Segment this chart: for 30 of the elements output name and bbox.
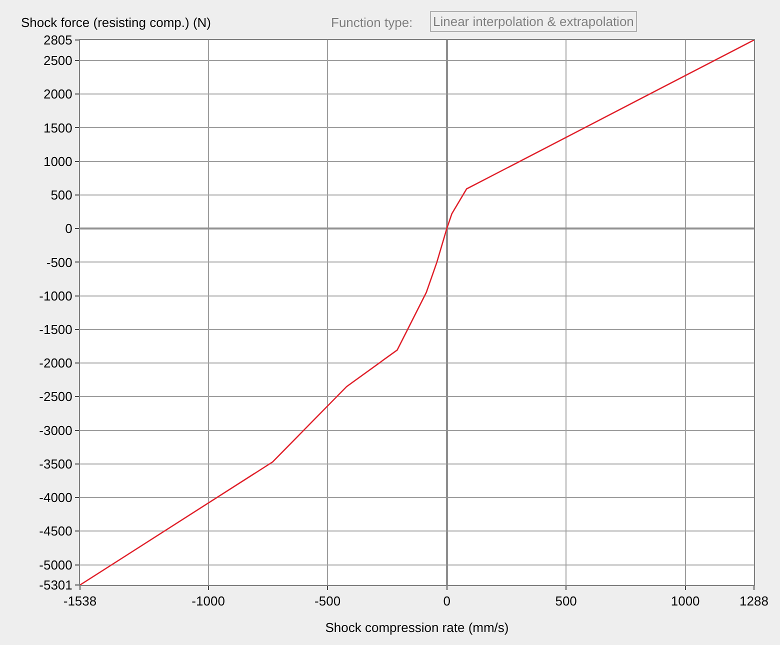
text: Function type: xyxy=(331,15,413,30)
y-tick-label: -3500 xyxy=(39,456,72,472)
y-tick-label: 1500 xyxy=(43,120,72,136)
x-tick-label: -500 xyxy=(314,594,341,609)
y-tick-label: -3000 xyxy=(39,422,72,438)
y-axis-title: Shock force (resisting comp.) (N) xyxy=(21,15,211,30)
y-tick-label: 2000 xyxy=(43,86,72,102)
y-tick-label: 2805 xyxy=(43,32,72,48)
y-tick-label: -4000 xyxy=(39,490,72,506)
y-tick-label: -2000 xyxy=(39,356,72,371)
y-tick-label: -1500 xyxy=(39,322,72,337)
y-tick-label: 2500 xyxy=(43,53,72,68)
x-tick-label: 1000 xyxy=(670,594,700,609)
y-tick-label: -5000 xyxy=(39,557,72,572)
text: Linear interpolation & extrapolation xyxy=(433,14,634,29)
y-tick-label: -1000 xyxy=(39,288,72,304)
y-tick-label: 1000 xyxy=(43,154,72,169)
line-series xyxy=(80,40,754,585)
x-tick-label: 0 xyxy=(443,594,450,609)
x-axis-title: Shock compression rate (mm/s) xyxy=(325,620,509,636)
y-tick-label: -5301 xyxy=(39,578,72,593)
y-tick-label: 500 xyxy=(50,188,72,203)
x-tick-label: -1000 xyxy=(192,594,225,609)
y-tick-label: 0 xyxy=(65,221,72,236)
y-tick-label: -4500 xyxy=(39,524,72,539)
y-tick-label: -500 xyxy=(46,254,72,270)
x-tick-label: 1288 xyxy=(740,594,768,609)
x-tick-label: 500 xyxy=(555,594,577,609)
y-tick-label: -2500 xyxy=(39,389,72,404)
x-tick-label: -1538 xyxy=(63,594,97,609)
